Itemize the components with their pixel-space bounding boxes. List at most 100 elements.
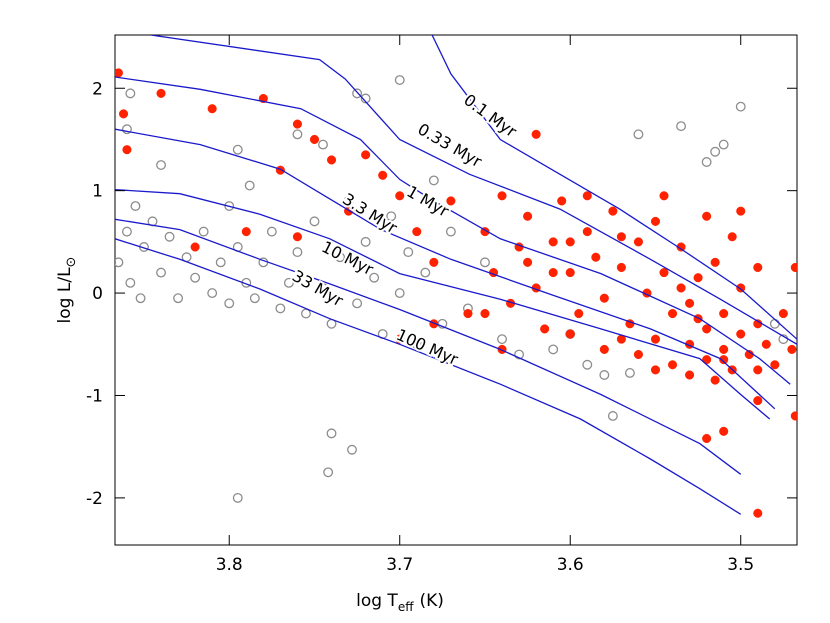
point <box>232 144 243 155</box>
point <box>360 93 371 104</box>
point <box>624 368 635 378</box>
point <box>548 237 558 247</box>
isochrone <box>115 218 742 475</box>
isochrone <box>150 35 797 345</box>
point <box>480 257 490 268</box>
point <box>207 104 217 114</box>
point <box>633 237 643 247</box>
point <box>702 211 712 221</box>
point <box>369 272 380 283</box>
point <box>719 344 729 354</box>
point <box>736 329 746 339</box>
point <box>557 196 567 206</box>
point <box>395 334 405 344</box>
point <box>676 242 686 252</box>
point <box>343 195 354 206</box>
point <box>599 293 609 303</box>
plot-frame <box>114 34 798 546</box>
data-layer <box>115 35 797 518</box>
point <box>403 247 414 258</box>
point <box>685 298 695 308</box>
y-tick-label: 0 <box>92 284 103 304</box>
point <box>565 329 575 339</box>
point <box>599 344 609 354</box>
point <box>531 129 541 139</box>
point <box>224 201 235 211</box>
point <box>650 334 661 344</box>
point <box>190 242 200 252</box>
point <box>326 428 337 439</box>
point <box>156 88 166 98</box>
isochrone-label: 1 Myr <box>403 182 452 221</box>
point <box>548 268 558 278</box>
point <box>607 411 618 421</box>
point <box>790 262 797 273</box>
point <box>241 227 251 237</box>
y-tick-label: -1 <box>86 386 103 406</box>
x-label-sub: eff <box>398 600 414 614</box>
point <box>360 236 371 247</box>
y-tick-label: -2 <box>86 489 103 509</box>
point <box>386 211 397 222</box>
point <box>574 309 584 319</box>
point <box>394 288 405 299</box>
point <box>326 155 337 165</box>
point <box>292 247 303 258</box>
point <box>727 232 737 242</box>
point <box>275 165 285 175</box>
point <box>445 226 456 237</box>
point <box>428 175 439 186</box>
point <box>411 339 422 350</box>
point <box>787 344 797 354</box>
point <box>115 257 124 268</box>
point <box>702 324 712 334</box>
point <box>122 145 132 155</box>
point <box>778 309 788 319</box>
point <box>710 146 721 157</box>
point <box>667 360 678 370</box>
point <box>540 324 550 334</box>
point <box>650 216 661 226</box>
point <box>266 226 277 237</box>
point <box>582 359 593 370</box>
point <box>769 318 780 329</box>
y-tick-label: 2 <box>92 79 103 99</box>
point <box>676 121 687 132</box>
isochrone <box>115 76 791 385</box>
point <box>347 444 357 455</box>
x-tick-label: 3.8 <box>216 555 243 575</box>
point <box>719 426 729 436</box>
isochrone-label: 0.33 Myr <box>414 119 485 171</box>
point <box>156 160 166 171</box>
point <box>164 231 175 242</box>
isochrone-label: 33 Myr <box>289 266 347 310</box>
point <box>710 257 720 267</box>
isochrone <box>115 188 771 420</box>
x-tick-label: 3.7 <box>386 555 413 575</box>
x-tick-label: 3.5 <box>727 555 754 575</box>
point <box>275 303 286 314</box>
point <box>735 101 746 112</box>
point <box>719 309 729 319</box>
point <box>659 191 669 201</box>
y-axis-label: log L/L⊙ <box>55 257 79 324</box>
isochrone <box>431 35 797 340</box>
point <box>224 298 235 309</box>
point <box>125 88 136 99</box>
point <box>115 68 123 78</box>
x-label-unit: (K) <box>419 591 443 611</box>
isochrone-label: 10 Myr <box>319 237 377 279</box>
point <box>753 508 763 518</box>
point <box>702 433 712 444</box>
point <box>318 283 328 293</box>
point <box>719 355 729 365</box>
point <box>309 216 320 227</box>
point <box>309 134 320 145</box>
point <box>292 119 302 129</box>
point <box>548 344 559 355</box>
point <box>710 375 720 385</box>
point <box>318 139 328 150</box>
point <box>693 273 703 283</box>
point <box>582 191 592 201</box>
